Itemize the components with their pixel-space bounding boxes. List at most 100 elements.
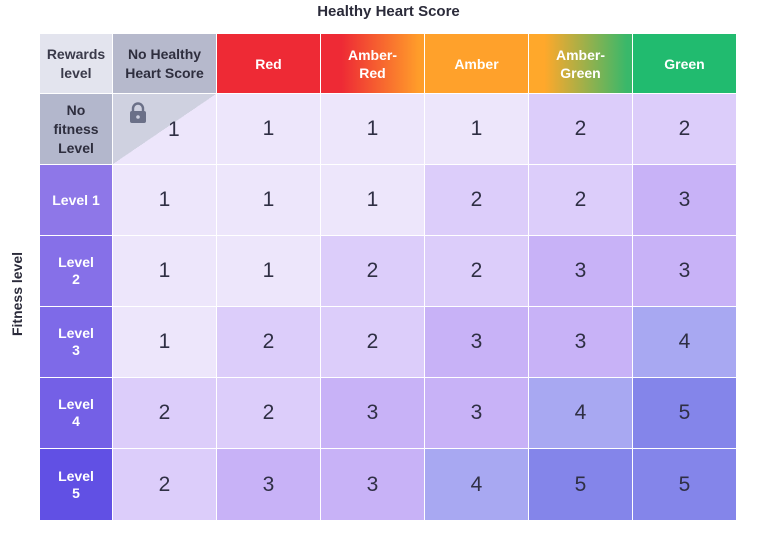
row-header-1: Level 1 xyxy=(40,165,113,236)
reward-value: 2 xyxy=(262,401,275,424)
matrix-cell-r1-c5: 3 xyxy=(633,165,737,236)
header-text-line: Amber- xyxy=(555,46,605,63)
matrix-cell-r2-c0: 1 xyxy=(113,236,217,307)
matrix-cell-r5-c1: 3 xyxy=(217,449,321,521)
reward-value: 2 xyxy=(574,117,587,140)
column-header-6: Green xyxy=(633,34,737,94)
header-text-line: Level xyxy=(58,139,94,156)
matrix-cell-r0-c3: 1 xyxy=(425,94,529,165)
reward-value: 1 xyxy=(168,118,180,141)
matrix-cell-r4-c4: 4 xyxy=(529,378,633,449)
column-header-5: Amber- Green xyxy=(529,34,633,94)
header-text-line: Rewards xyxy=(46,45,106,62)
reward-value: 1 xyxy=(158,259,171,282)
reward-value: 3 xyxy=(470,401,483,424)
matrix-cell-r1-c4: 2 xyxy=(529,165,633,236)
matrix-cell-r5-c4: 5 xyxy=(529,449,633,521)
matrix-cell-r0-c5: 2 xyxy=(633,94,737,165)
reward-value: 1 xyxy=(158,330,171,353)
reward-value: 2 xyxy=(678,117,691,140)
matrix-cell-r5-c3: 4 xyxy=(425,449,529,521)
matrix-cell-r4-c5: 5 xyxy=(633,378,737,449)
matrix-cell-r3-c1: 2 xyxy=(217,307,321,378)
reward-value: 3 xyxy=(678,188,691,211)
reward-value: 5 xyxy=(678,401,691,424)
header-text-line: Red xyxy=(255,55,282,72)
row-header-4: Level 4 xyxy=(40,378,113,449)
reward-value: 2 xyxy=(470,259,483,282)
reward-value: 1 xyxy=(366,117,379,140)
matrix-cell-r3-c0: 1 xyxy=(113,307,217,378)
reward-value: 2 xyxy=(158,472,171,496)
matrix-cell-r4-c0: 2 xyxy=(113,378,217,449)
reward-value: 1 xyxy=(158,188,171,211)
reward-value: 1 xyxy=(262,117,275,140)
matrix-cell-r4-c2: 3 xyxy=(321,378,425,449)
matrix-cell-r0-c2: 1 xyxy=(321,94,425,165)
matrix-cell-r2-c5: 3 xyxy=(633,236,737,307)
header-text-line: Green xyxy=(560,64,601,81)
reward-value: 4 xyxy=(470,472,483,496)
matrix-cell-r3-c2: 2 xyxy=(321,307,425,378)
reward-value: 4 xyxy=(574,401,587,424)
row-header-2: Level 2 xyxy=(40,236,113,307)
header-text-line: Level 1 xyxy=(52,191,100,208)
matrix-cell-r0-c0: 1 xyxy=(113,94,217,165)
matrix-cell-r5-c0: 2 xyxy=(113,449,217,521)
reward-value: 5 xyxy=(574,472,587,496)
chart-title-healthy-heart-score: Healthy Heart Score xyxy=(317,3,460,20)
reward-value: 3 xyxy=(574,259,587,282)
column-header-1: No Healthy Heart Score xyxy=(113,34,217,94)
header-text-line: Level xyxy=(58,325,94,341)
column-header-2: Red xyxy=(217,34,321,94)
header-text-line: 4 xyxy=(72,413,80,429)
matrix-cell-r2-c1: 1 xyxy=(217,236,321,307)
matrix-cell-r2-c4: 3 xyxy=(529,236,633,307)
reward-value: 3 xyxy=(262,472,275,496)
column-header-4: Amber xyxy=(425,34,529,94)
header-text-line: No xyxy=(66,101,86,118)
header-text-line: 3 xyxy=(72,342,80,358)
header-text-line: fitness xyxy=(53,120,99,137)
reward-value: 1 xyxy=(470,117,483,140)
reward-value: 3 xyxy=(574,330,587,353)
rewards-level-matrix: Rewards level No Healthy Heart Score Red Ambe… xyxy=(40,34,737,521)
matrix-cell-r3-c5: 4 xyxy=(633,307,737,378)
header-text-line: Level xyxy=(58,254,94,270)
header-text-line: No Healthy xyxy=(127,45,202,62)
reward-value: 1 xyxy=(262,259,275,282)
reward-value: 3 xyxy=(678,259,691,282)
reward-value: 2 xyxy=(366,330,379,353)
matrix-cell-r0-c1: 1 xyxy=(217,94,321,165)
header-text-line: Red xyxy=(359,64,386,81)
matrix-cell-r1-c1: 1 xyxy=(217,165,321,236)
reward-value: 2 xyxy=(574,188,587,211)
matrix-cell-r3-c3: 3 xyxy=(425,307,529,378)
matrix-cell-r4-c3: 3 xyxy=(425,378,529,449)
axis-title-text: Fitness level xyxy=(9,251,25,337)
matrix-cell-r0-c4: 2 xyxy=(529,94,633,165)
reward-value: 3 xyxy=(366,472,379,496)
reward-value: 5 xyxy=(678,472,691,496)
reward-value: 2 xyxy=(470,188,483,211)
matrix-cell-r5-c5: 5 xyxy=(633,449,737,521)
reward-value: 3 xyxy=(366,401,379,424)
reward-value: 1 xyxy=(262,188,275,211)
reward-value: 2 xyxy=(366,259,379,282)
header-text-line: Heart Score xyxy=(125,64,204,81)
reward-value: 2 xyxy=(158,401,171,424)
matrix-cell-r3-c4: 3 xyxy=(529,307,633,378)
lock-icon xyxy=(130,102,146,123)
row-header-0: No fitness Level xyxy=(40,94,113,165)
reward-value: 3 xyxy=(470,330,483,353)
header-text-line: Amber- xyxy=(347,46,397,63)
header-text-line: Amber xyxy=(454,55,499,72)
header-text-line: Level xyxy=(58,396,94,412)
matrix-cell-r1-c3: 2 xyxy=(425,165,529,236)
matrix-cell-r2-c2: 2 xyxy=(321,236,425,307)
reward-value: 1 xyxy=(366,188,379,211)
row-header-3: Level 3 xyxy=(40,307,113,378)
reward-value: 2 xyxy=(262,330,275,353)
matrix-cell-r1-c2: 1 xyxy=(321,165,425,236)
reward-value: 4 xyxy=(678,330,691,353)
